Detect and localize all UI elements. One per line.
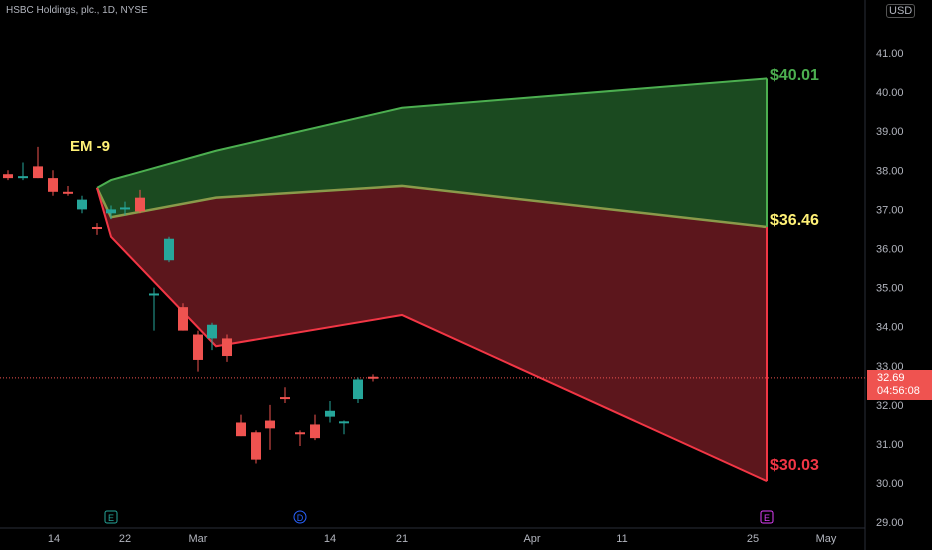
upper-level-label: $40.01 bbox=[770, 67, 819, 84]
event-marker-glyph: D bbox=[297, 513, 304, 523]
lower-move-band bbox=[97, 185, 767, 482]
candle-body bbox=[63, 191, 73, 194]
y-tick-label: 34.00 bbox=[876, 322, 904, 334]
y-tick-label: 40.00 bbox=[876, 87, 904, 99]
lower-level-label: $30.03 bbox=[770, 457, 819, 474]
candle-body bbox=[164, 238, 174, 261]
y-tick-label: 33.00 bbox=[876, 361, 904, 373]
candle-body bbox=[353, 379, 363, 400]
symbol-title: HSBC Holdings, plc., 1D, NYSE bbox=[6, 5, 148, 16]
candle-body bbox=[339, 421, 349, 424]
y-tick-label: 32.00 bbox=[876, 400, 904, 412]
event-marker-shape bbox=[293, 510, 307, 524]
current-price-value: 32.69 bbox=[877, 372, 905, 384]
x-tick-label: 25 bbox=[747, 533, 759, 545]
candle-body bbox=[33, 166, 43, 179]
y-tick-label: 29.00 bbox=[876, 517, 904, 529]
event-marker-shape bbox=[760, 510, 774, 524]
x-tick-label: 21 bbox=[396, 533, 408, 545]
candle-body bbox=[48, 178, 58, 192]
candle-body bbox=[280, 397, 290, 400]
x-tick-label: 22 bbox=[119, 533, 131, 545]
candle-body bbox=[178, 307, 188, 331]
y-tick-label: 37.00 bbox=[876, 204, 904, 216]
candle-body bbox=[3, 174, 13, 179]
lower-move-line bbox=[96, 187, 768, 483]
candle-body bbox=[77, 199, 87, 210]
upper-move-band bbox=[97, 78, 767, 227]
candle-body bbox=[325, 410, 335, 417]
upper-move-line bbox=[96, 77, 768, 189]
event-marker-glyph: E bbox=[764, 513, 770, 523]
y-tick-label: 36.00 bbox=[876, 244, 904, 256]
candle-body bbox=[193, 334, 203, 360]
candle-body bbox=[310, 424, 320, 439]
y-tick-label: 30.00 bbox=[876, 478, 904, 490]
x-tick-label: 14 bbox=[324, 533, 336, 545]
candle-body bbox=[135, 197, 145, 212]
candle-body bbox=[92, 226, 102, 229]
y-tick-label: 41.00 bbox=[876, 48, 904, 60]
candle-body bbox=[368, 376, 378, 379]
candle-body bbox=[149, 293, 159, 296]
candle-body bbox=[295, 432, 305, 435]
candle-body bbox=[251, 432, 261, 460]
event-marker[interactable]: D bbox=[293, 510, 307, 524]
candle-body bbox=[120, 207, 130, 210]
current-price-tag: 32.69 04:56:08 bbox=[867, 370, 932, 400]
mid-level-label: $36.46 bbox=[770, 212, 819, 229]
event-marker[interactable]: E bbox=[104, 510, 118, 524]
bar-countdown: 04:56:08 bbox=[877, 385, 920, 397]
candle-body bbox=[207, 324, 217, 339]
y-tick-label: 38.00 bbox=[876, 165, 904, 177]
mid-move-line bbox=[95, 184, 768, 229]
candle-body bbox=[236, 422, 246, 437]
x-tick-label: May bbox=[816, 533, 837, 545]
event-marker-glyph: E bbox=[108, 513, 114, 523]
x-tick-label: 14 bbox=[48, 533, 60, 545]
event-marker[interactable]: E bbox=[760, 510, 774, 524]
currency-badge[interactable]: USD bbox=[886, 4, 916, 18]
candle-body bbox=[106, 209, 116, 214]
candle-body bbox=[18, 176, 28, 179]
x-tick-label: Mar bbox=[189, 533, 208, 545]
x-tick-label: Apr bbox=[523, 533, 540, 545]
x-tick-label: 11 bbox=[616, 533, 627, 545]
y-tick-label: 31.00 bbox=[876, 439, 904, 451]
candle-body bbox=[265, 420, 275, 429]
y-tick-label: 39.00 bbox=[876, 126, 904, 138]
expected-move-label: EM -9 bbox=[70, 138, 111, 155]
event-marker-shape bbox=[104, 510, 118, 524]
y-tick-label: 35.00 bbox=[876, 283, 904, 295]
candle-body bbox=[222, 338, 232, 357]
